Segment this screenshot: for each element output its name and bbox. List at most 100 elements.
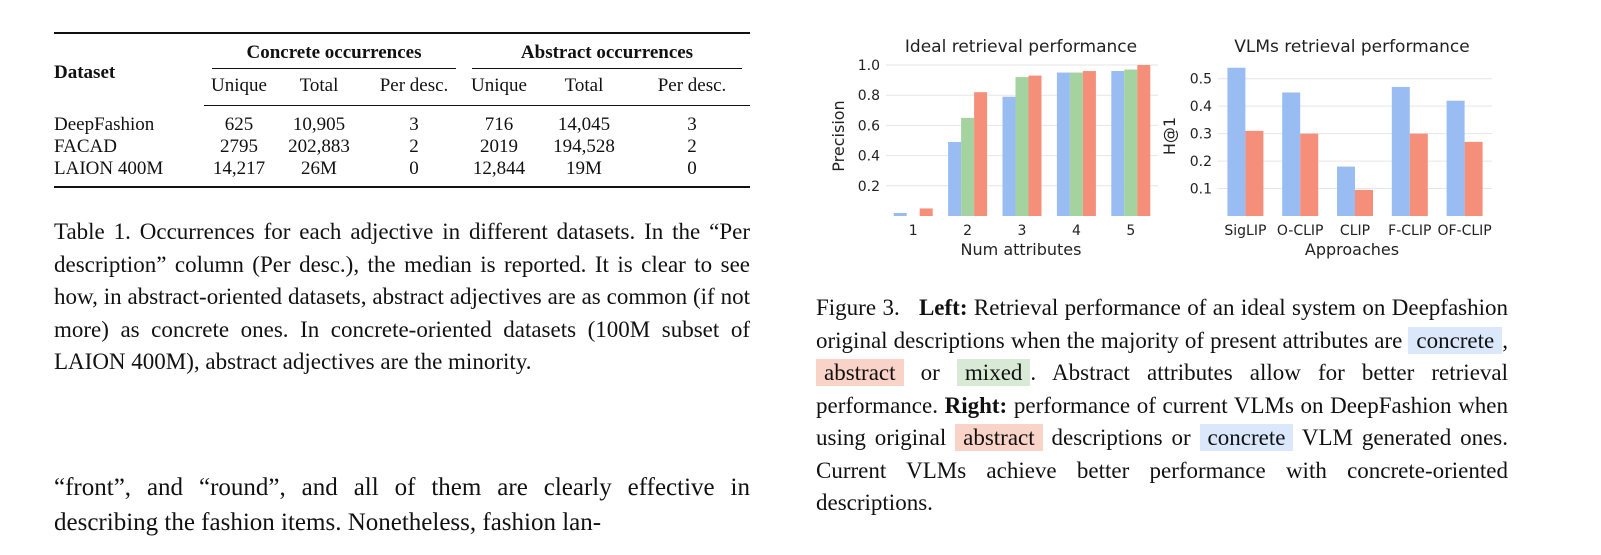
x-axis-label: Approaches [1305, 240, 1399, 259]
x-tick-label: CLIP [1340, 223, 1370, 239]
x-axis-label: Num attributes [961, 240, 1082, 259]
concrete-highlight: concrete [1199, 424, 1294, 451]
col-header: Unique [204, 69, 274, 106]
left-label: Left: [918, 295, 968, 320]
bar-abstract [919, 208, 933, 216]
table-row: LAION 400M 14,217 26M 0 12,844 19M 0 [54, 158, 750, 188]
bar-abstract [974, 92, 988, 216]
dataset-header: Dataset [54, 32, 204, 106]
abstract-group-header: Abstract occurrences [464, 32, 750, 69]
bar-concrete [893, 212, 907, 216]
y-tick-label: 0.4 [858, 149, 880, 165]
caption-text: descriptions or [1042, 425, 1200, 450]
y-tick-label: 0.1 [1190, 182, 1212, 198]
occurrence-table: Dataset Concrete occurrences Abstract oc… [54, 32, 750, 188]
bar-abstract [1082, 71, 1096, 216]
x-tick-label: 3 [1018, 223, 1027, 239]
bar-abstract [1300, 133, 1319, 216]
abstract-highlight: abstract [955, 424, 1043, 451]
bar-abstract [1464, 141, 1483, 216]
bar-concrete [1227, 67, 1246, 216]
table-row: FACAD 2795 202,883 2 2019 194,528 2 [54, 136, 750, 158]
bar-mixed [961, 117, 975, 216]
bar-concrete [948, 142, 962, 216]
table-cell: 0 [364, 158, 464, 188]
y-tick-label: 0.5 [1190, 72, 1212, 88]
y-tick-label: 0.2 [1190, 154, 1212, 170]
row-name: FACAD [54, 136, 117, 157]
bar-abstract [1355, 189, 1373, 216]
bar-concrete [1282, 92, 1301, 216]
bar-concrete [1337, 166, 1355, 216]
right-label: Right: [944, 392, 1008, 418]
table-cell: 202,883 [288, 136, 350, 157]
concrete-group-header: Concrete occurrences [204, 32, 464, 69]
bar-mixed [1124, 69, 1138, 216]
chart-title: Ideal retrieval performance [905, 37, 1137, 57]
table-cell: 2 [409, 136, 419, 157]
ideal-retrieval-chart: Ideal retrieval performance Num attribut… [829, 37, 1158, 259]
vlm-retrieval-chart: VLMs retrieval performance Approaches H@… [1160, 37, 1492, 259]
table-cell: 12,844 [464, 158, 534, 188]
bar-abstract [1137, 65, 1151, 216]
y-tick-label: 0.3 [1190, 127, 1212, 143]
bar-concrete [1111, 71, 1125, 216]
table-cell: 14,217 [204, 158, 274, 188]
bar-concrete [1056, 72, 1070, 216]
table-cell: 716 [484, 114, 514, 135]
table-cell: 14,045 [557, 114, 611, 135]
x-tick-label: 2 [963, 223, 972, 239]
row-name: LAION 400M [54, 158, 204, 188]
bar-mixed [1015, 77, 1029, 216]
table-cell: 2019 [480, 136, 518, 157]
y-tick-label: 0.2 [858, 179, 880, 195]
x-tick-label: 1 [909, 223, 918, 239]
table-row: DeepFashion 625 10,905 3 716 14,045 3 [54, 106, 750, 137]
caption-text: , [1502, 327, 1508, 353]
table-cell: 26M [274, 158, 364, 188]
mixed-highlight: mixed [956, 359, 1031, 386]
chart-title: VLMs retrieval performance [1234, 37, 1469, 57]
col-header: Per desc. [364, 69, 464, 106]
caption-text: performance of current VLMs on DeepFashi… [816, 392, 1508, 451]
y-tick-label: 0.6 [858, 118, 880, 134]
x-tick-label: 5 [1126, 223, 1135, 239]
row-name: DeepFashion [54, 113, 155, 135]
table-cell: 625 [224, 114, 254, 135]
table-cell: 2795 [220, 136, 258, 157]
bar-concrete [1002, 96, 1016, 216]
table-cell: 0 [634, 158, 750, 188]
y-tick-label: 1.0 [858, 58, 880, 74]
figure-caption: Figure 3. Left: Retrieval performance of… [816, 292, 1508, 520]
body-paragraph: “front”, and “round”, and all of them ar… [54, 474, 750, 536]
bar-abstract [1409, 133, 1428, 216]
abstract-highlight: abstract [816, 359, 904, 386]
concrete-highlight: concrete [1408, 326, 1503, 354]
col-header: Per desc. [634, 69, 750, 106]
x-tick-label: OF-CLIP [1437, 223, 1491, 239]
results-table: Dataset Concrete occurrences Abstract oc… [54, 32, 750, 188]
y-tick-label: 0.4 [1190, 99, 1212, 115]
table-cell: 19M [534, 158, 634, 188]
caption-text: Retrieval performance of an ideal system… [816, 295, 1508, 353]
col-header: Total [274, 69, 364, 106]
bar-abstract [1245, 130, 1264, 216]
x-tick-label: 4 [1072, 223, 1081, 239]
table-cell: 194,528 [553, 136, 615, 157]
table-cell: 10,905 [292, 114, 346, 135]
y-tick-label: 0.8 [858, 88, 880, 104]
y-axis-label: H@1 [1160, 117, 1179, 155]
caption-text: . Abstract attributes allow for better r… [816, 360, 1508, 418]
x-tick-label: SigLIP [1224, 223, 1266, 239]
bar-mixed [1069, 72, 1083, 216]
figure-number: Figure 3. [816, 295, 900, 320]
figure-charts: Ideal retrieval performance Num attribut… [829, 37, 1492, 259]
table-cell: 2 [687, 136, 697, 157]
x-tick-label: O-CLIP [1277, 223, 1324, 239]
caption-text: or [903, 360, 957, 385]
table-cell: 3 [687, 114, 697, 135]
table-caption: Table 1. Occurrences for each adjective … [54, 219, 750, 374]
x-tick-label: F-CLIP [1388, 223, 1431, 239]
col-header: Unique [464, 69, 534, 106]
y-axis-label: Precision [829, 100, 848, 171]
